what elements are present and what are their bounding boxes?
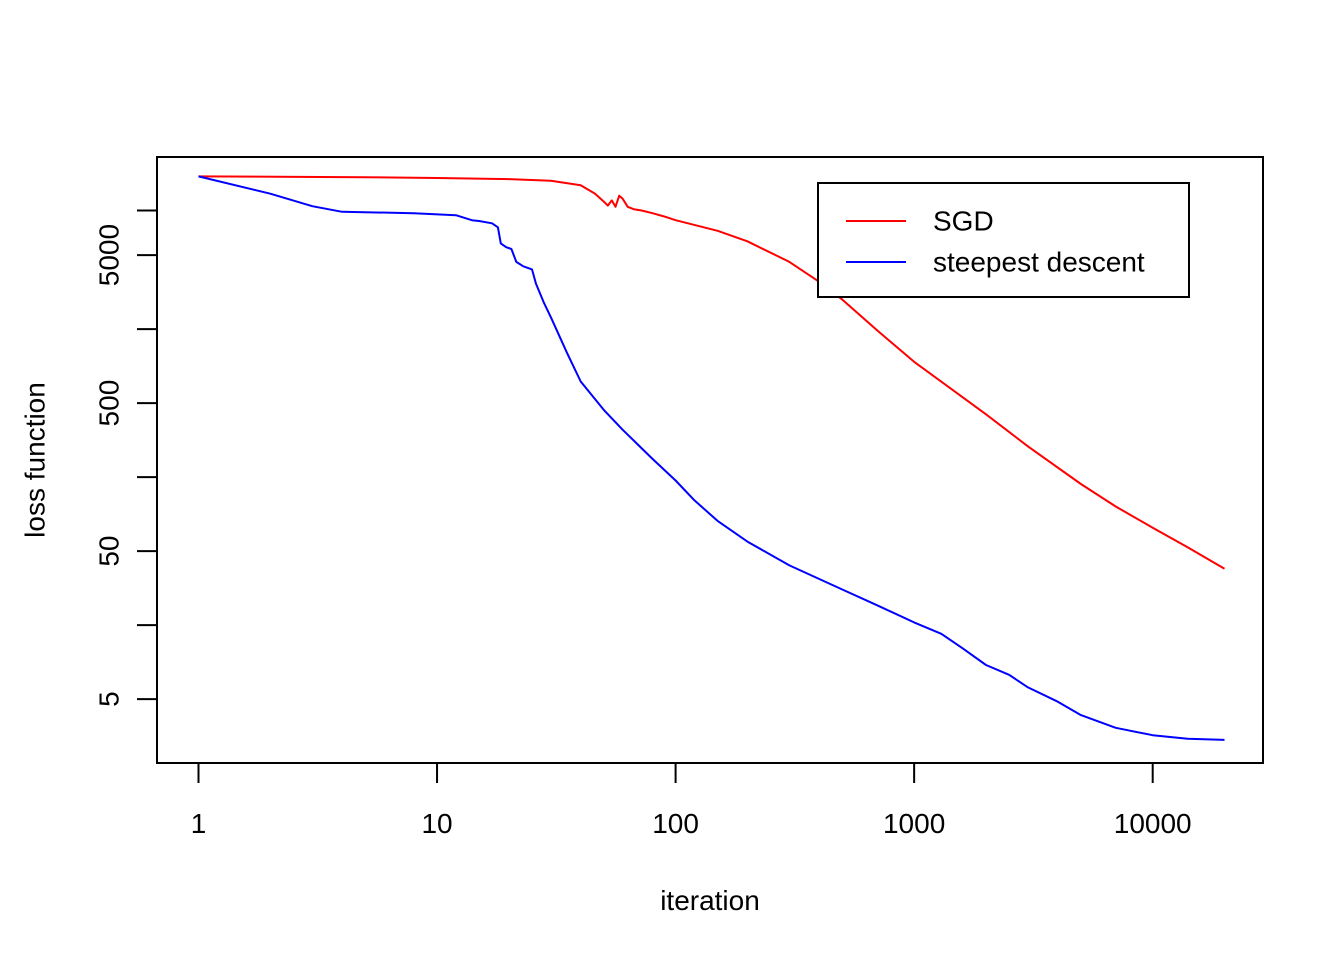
legend-label-steepest-descent: steepest descent [933,247,1145,278]
x-tick-label: 1 [191,808,207,839]
legend-box [817,182,1190,298]
x-tick-label: 1000 [883,808,945,839]
x-axis: 1 10 100 1000 10000 [191,762,1192,839]
series-line-steepest-descent [198,175,1225,741]
legend-label-sgd: SGD [933,206,994,237]
y-tick-label: 5 [94,691,125,707]
x-tick-label: 10000 [1114,808,1192,839]
y-tick-label: 5000 [94,224,125,286]
x-tick-label: 100 [652,808,699,839]
x-tick-label: 10 [421,808,452,839]
y-axis-title: loss function [20,382,51,538]
y-axis: 5 50 500 5000 [94,209,158,707]
series-line-sgd [198,175,1226,570]
y-tick-label: 500 [94,380,125,427]
series-lines [198,175,1226,741]
y-tick-label: 50 [94,536,125,567]
x-axis-title: iteration [660,885,760,916]
legend: SGD steepest descent [817,182,1190,298]
